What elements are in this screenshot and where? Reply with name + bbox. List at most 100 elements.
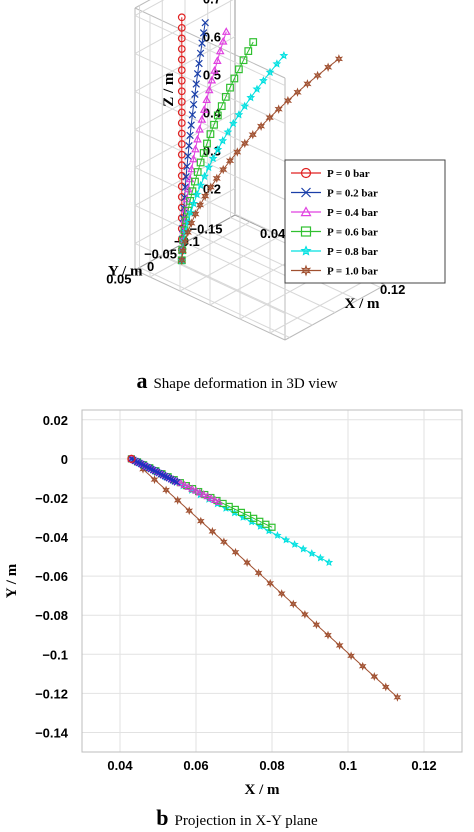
series-5	[177, 54, 344, 266]
data-point	[191, 90, 199, 98]
data-point	[187, 218, 196, 228]
data-point	[181, 204, 190, 213]
data-point	[225, 156, 235, 166]
data-point	[277, 589, 286, 599]
legend-marker	[300, 226, 312, 237]
series-5	[127, 454, 402, 702]
x-axis-label: X / m	[245, 782, 281, 795]
y-tick-label: 0	[147, 259, 154, 274]
data-point	[246, 92, 256, 102]
data-point	[204, 162, 214, 172]
figure-panel-b: 0.04 0.06 0.08 0.1 0.12 0.02 0 −0.02 −0.04 −0.06 −…	[0, 400, 474, 832]
figure-panel-a: 0.20.30.40.50.60.70.80.050−0.05−0.1−0.15…	[0, 0, 474, 400]
data-point	[324, 630, 332, 640]
z-tick-label: 0.6	[203, 30, 221, 45]
data-point	[157, 470, 165, 478]
data-point	[226, 83, 234, 92]
data-point	[358, 661, 367, 671]
data-point	[259, 76, 268, 85]
data-point	[218, 136, 228, 145]
plot-frame	[81, 409, 463, 753]
data-point	[228, 118, 238, 128]
data-point	[186, 131, 194, 140]
data-point	[334, 54, 344, 64]
data-point	[223, 127, 233, 136]
data-point	[167, 475, 175, 483]
data-point	[256, 121, 266, 131]
data-point	[220, 537, 228, 547]
data-point	[139, 461, 147, 469]
legend-entry-label: P = 0.6 bar	[327, 227, 378, 239]
data-point	[163, 473, 171, 481]
data-point	[177, 255, 186, 266]
x-tick-label: 0.1	[339, 758, 357, 773]
data-point	[203, 139, 211, 148]
grid-line-z	[134, 242, 286, 314]
data-point	[191, 144, 200, 153]
series-1	[127, 455, 181, 486]
data-point	[254, 568, 263, 578]
data-point	[393, 692, 402, 702]
data-point	[193, 70, 202, 78]
data-point	[231, 547, 240, 557]
data-point	[180, 480, 189, 489]
y-tick-label: −0.12	[35, 686, 68, 701]
legend-marker	[300, 167, 312, 179]
data-point	[219, 164, 228, 175]
data-point	[272, 59, 282, 68]
data-point	[249, 38, 258, 46]
data-point	[200, 171, 209, 181]
data-point	[188, 187, 197, 196]
data-point	[147, 465, 155, 473]
data-point	[177, 45, 186, 53]
caption-a-text: Shape deformation in 3D view	[153, 376, 338, 392]
data-point	[303, 79, 312, 89]
y-axis-label: Y / m	[4, 563, 20, 598]
legend-entry-label: P = 0.4 bar	[327, 207, 378, 219]
data-point	[155, 469, 163, 477]
data-point	[173, 495, 182, 505]
caption-b-letter: b	[156, 805, 169, 830]
data-point	[181, 183, 189, 191]
data-point	[191, 177, 199, 186]
series-2d	[127, 454, 402, 702]
legend-box	[284, 159, 446, 284]
z-axis-label: Z / m	[161, 72, 177, 107]
data-point	[159, 471, 167, 479]
data-point	[217, 102, 226, 111]
x-tick-label: 0.08	[259, 758, 284, 773]
data-point	[221, 27, 231, 35]
legend-marker	[300, 245, 312, 256]
data-point	[265, 67, 275, 77]
x-tick-label: 0.04	[260, 226, 286, 241]
data-point	[143, 463, 151, 471]
data-point	[195, 488, 204, 496]
data-point	[252, 84, 262, 93]
data-point	[169, 476, 177, 484]
grid-line-z	[134, 112, 236, 168]
y-tick-label: −0.15	[190, 222, 223, 237]
x-tick-label: 0.12	[380, 282, 405, 297]
data-point	[184, 152, 192, 160]
legend: P = 0 bar P = 0.2 bar P = 0.4 bar P = 0.6 b…	[284, 159, 446, 284]
data-point	[177, 55, 186, 64]
data-point	[184, 482, 193, 490]
data-point	[196, 158, 205, 167]
data-point	[145, 464, 153, 472]
data-point	[279, 50, 289, 60]
data-point	[212, 173, 221, 184]
y-tick-label: −0.08	[35, 608, 68, 623]
grid-line-z	[134, 204, 286, 276]
grid-line-y	[139, 267, 290, 338]
data-point	[196, 180, 206, 190]
data-point	[127, 455, 135, 463]
data-point	[193, 134, 202, 143]
data-point	[195, 124, 204, 133]
legend-marker	[300, 206, 312, 217]
data-point	[127, 454, 136, 463]
data-point	[191, 209, 200, 219]
data-point	[244, 47, 253, 55]
series-0	[127, 454, 136, 463]
data-point	[324, 558, 334, 566]
data-point	[197, 114, 207, 123]
